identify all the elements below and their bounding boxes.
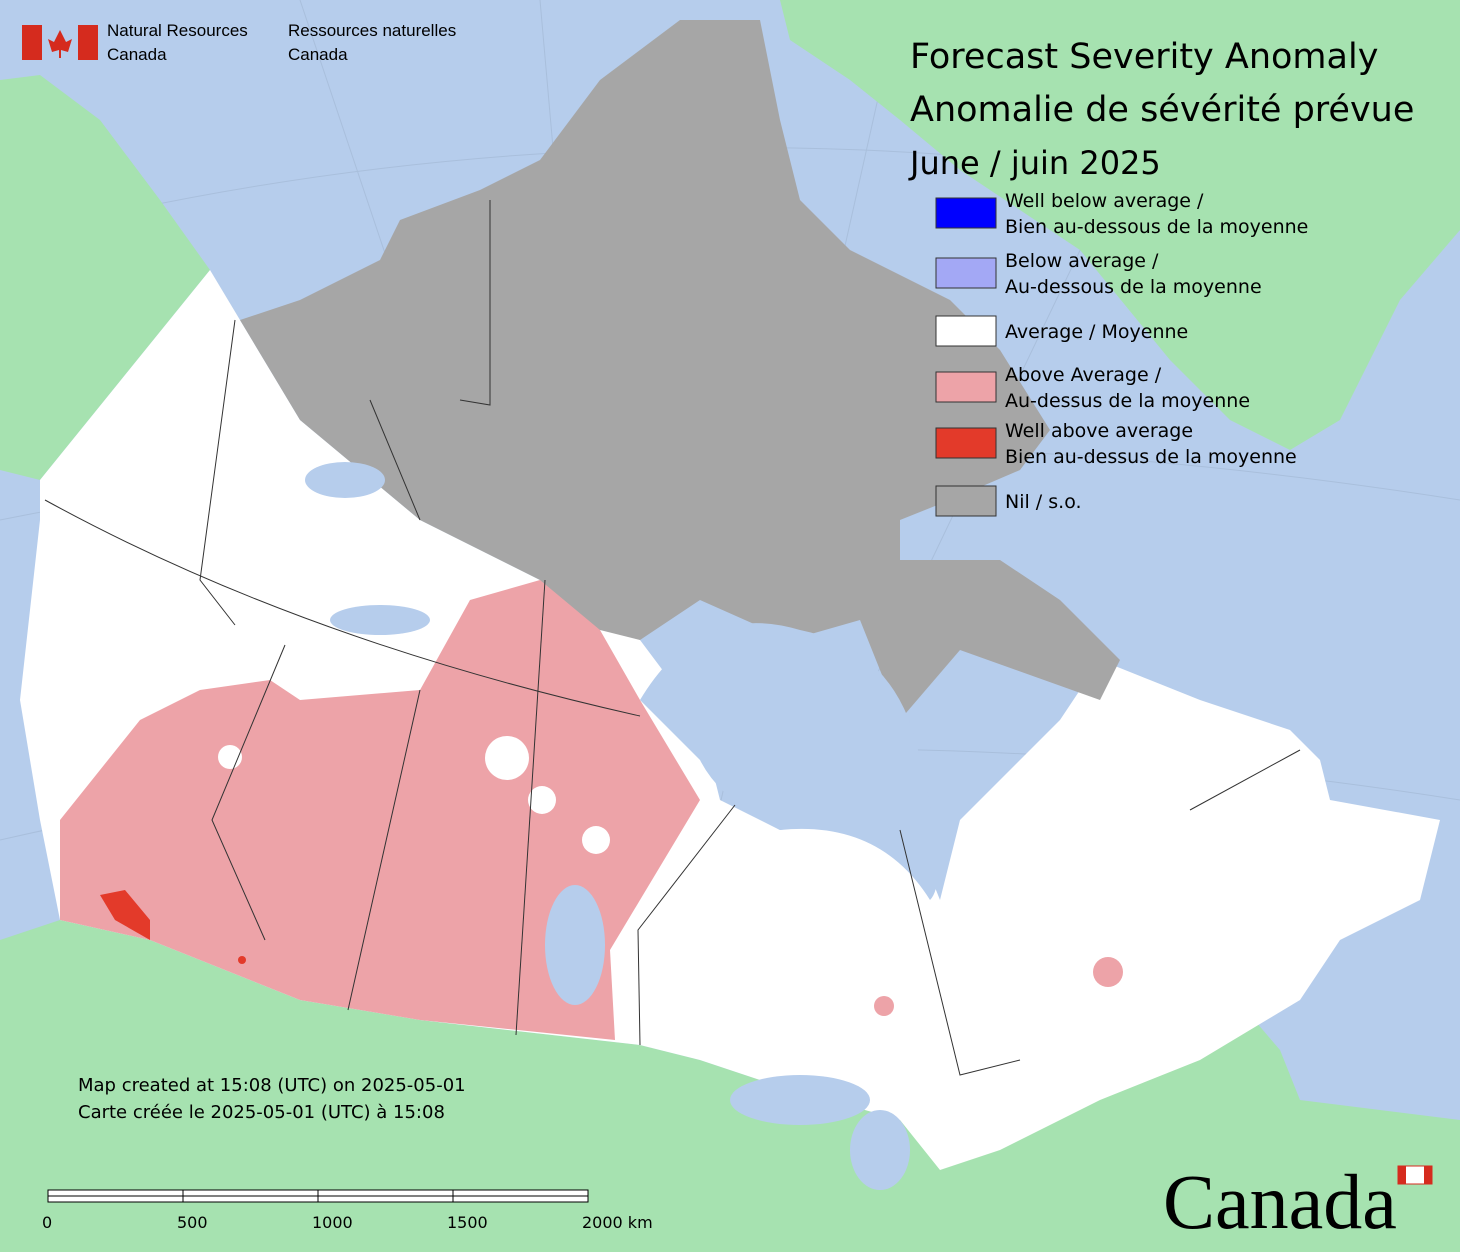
legend-swatch [935, 197, 997, 229]
legend-label: Well below average / [1005, 190, 1204, 212]
above-average-patches [874, 957, 1123, 1016]
legend-label: Au-dessus de la moyenne [1005, 390, 1250, 412]
greenland [780, 0, 1460, 450]
legend-swatch [935, 315, 997, 347]
flag-bar [22, 25, 42, 60]
hudson-bay [640, 623, 938, 900]
alaska [0, 75, 210, 480]
legend-swatch [935, 427, 997, 459]
legend-swatch [935, 257, 997, 289]
scale-label: 1500 [447, 1213, 488, 1232]
agency-fr: Ressources naturelles [288, 21, 456, 40]
scale-label: 500 [177, 1213, 208, 1232]
scale-label: 0 [42, 1213, 52, 1232]
average-patches [218, 736, 610, 854]
legend-swatch [935, 485, 997, 517]
agency-en: Canada [107, 45, 167, 64]
wordmark: Canada [1163, 1158, 1397, 1245]
legend-label: Au-dessous de la moyenne [1005, 276, 1262, 298]
borders [44, 200, 1301, 1076]
legend-label: Below average / [1005, 250, 1159, 272]
well-above-patch [238, 956, 246, 964]
legend-swatch [935, 371, 997, 403]
legend: Well below average / Bien au-dessous de l… [935, 190, 1308, 517]
flag-bar [78, 25, 98, 60]
legend-label: Average / Moyenne [1005, 321, 1188, 343]
legend-label: Bien au-dessus de la moyenne [1005, 446, 1297, 468]
scale-label: 1000 [312, 1213, 353, 1232]
map-title: June / juin 2025 [908, 144, 1161, 182]
agency-en: Natural Resources [107, 21, 248, 40]
map-title: Anomalie de sévérité prévue [910, 90, 1414, 130]
legend-label: Nil / s.o. [1005, 491, 1082, 513]
map-credit: Map created at 15:08 (UTC) on 2025-05-01 [78, 1075, 466, 1096]
usa [0, 920, 1460, 1252]
nil-area [240, 20, 1120, 720]
legend-label: Above Average / [1005, 364, 1162, 386]
legend-label: Well above average [1005, 420, 1193, 442]
above-average-area [60, 580, 700, 1040]
wordmark-flag-bar [1424, 1166, 1432, 1184]
map-title: Forecast Severity Anomaly [910, 37, 1378, 77]
agency-header [22, 25, 98, 60]
well-above-area [100, 890, 150, 940]
wordmark-flag-bar [1398, 1166, 1406, 1184]
legend-label: Bien au-dessous de la moyenne [1005, 216, 1308, 238]
maple-leaf [48, 30, 72, 58]
agency-fr: Canada [288, 45, 348, 64]
map-credit: Carte créée le 2025-05-01 (UTC) à 15:08 [78, 1102, 445, 1123]
scale-bar: 0 500 1000 1500 2000 km [42, 1189, 653, 1232]
scale-label: 2000 km [582, 1213, 653, 1232]
lakes [305, 462, 910, 1190]
